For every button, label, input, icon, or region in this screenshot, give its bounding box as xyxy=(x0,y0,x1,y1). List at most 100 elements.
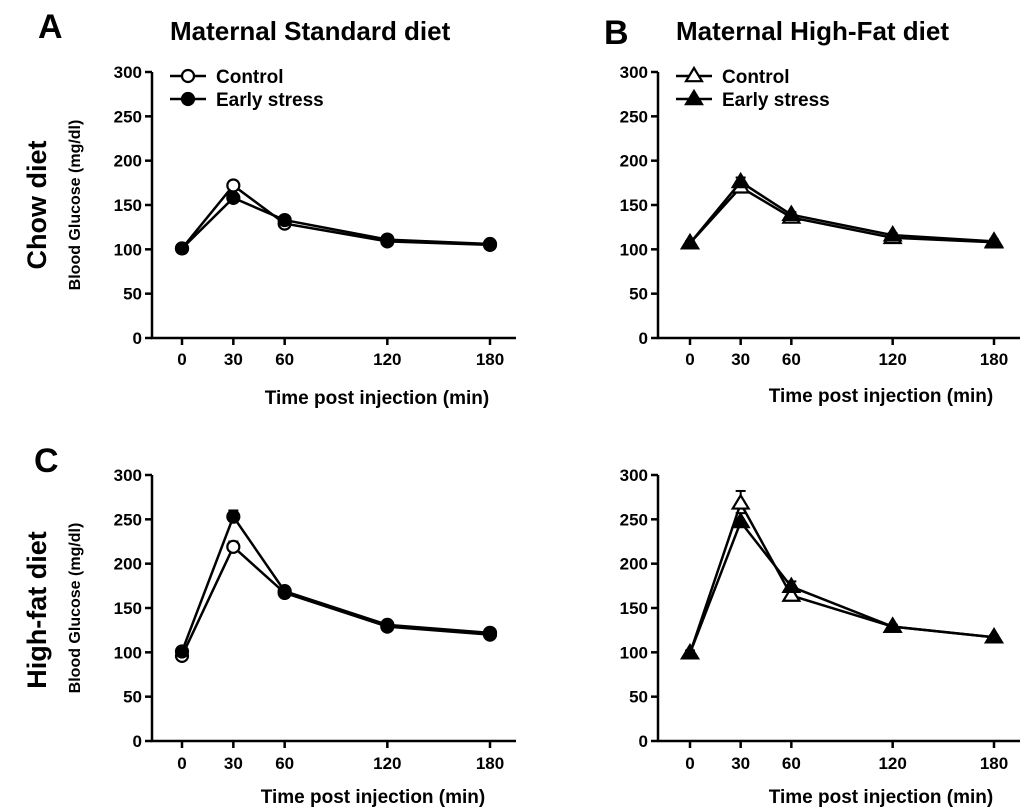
y-tick-label: 0 xyxy=(133,732,142,751)
panel-letter-c: C xyxy=(34,442,59,480)
data-point xyxy=(174,644,190,659)
x-tick-label: 60 xyxy=(275,350,294,369)
panel-letter-a: A xyxy=(38,8,63,46)
x-tick-label: 0 xyxy=(685,350,694,369)
data-point xyxy=(226,190,241,206)
series-early-stress xyxy=(680,511,1004,660)
data-point xyxy=(781,585,802,602)
x-tick-label: 120 xyxy=(373,350,401,369)
y-tick-label: 150 xyxy=(114,196,142,215)
x-tick-label: 60 xyxy=(782,754,801,773)
x-tick-label: 60 xyxy=(275,754,294,773)
y-tick-label: 50 xyxy=(123,688,142,707)
y-tick-label: 300 xyxy=(114,63,142,82)
data-point xyxy=(174,241,190,256)
series-line xyxy=(688,519,995,654)
y-axis-label: Blood Glucose (mg/dl) xyxy=(67,120,84,291)
panel-c: 0 50 100 150 200 250 300 0 30 60 120 180 Time post i… xyxy=(67,466,516,808)
y-tick-label: 250 xyxy=(114,510,142,529)
panel-d: 0 50 100 150 200 250 300 0 30 60 120 180 Time post i… xyxy=(620,466,1020,808)
x-tick-label: 0 xyxy=(177,350,186,369)
data-point xyxy=(277,584,292,599)
series-line xyxy=(180,544,491,657)
data-point xyxy=(984,627,1004,644)
x-tick-label: 120 xyxy=(373,754,401,773)
y-tick-label: 300 xyxy=(620,63,648,82)
x-tick-label: 30 xyxy=(224,350,243,369)
y-tick-label: 100 xyxy=(114,643,142,662)
legend-label: Early stress xyxy=(722,90,830,111)
y-tick-label: 100 xyxy=(114,240,142,259)
y-tick-label: 250 xyxy=(620,510,648,529)
data-point xyxy=(226,539,241,554)
data-point xyxy=(277,212,292,228)
y-tick-label: 200 xyxy=(620,152,648,171)
panel-b: 0 50 100 150 200 250 300 0 30 60 120 180 Time post i… xyxy=(620,63,1020,407)
legend-label: Control xyxy=(722,67,790,88)
data-point xyxy=(730,493,751,510)
legend-marker xyxy=(684,88,704,106)
column-title-right: Maternal High-Fat diet xyxy=(676,16,949,46)
series-line xyxy=(181,196,491,250)
x-tick-label: 30 xyxy=(731,754,750,773)
y-tick-label: 100 xyxy=(620,643,648,662)
legend-marker xyxy=(180,68,196,84)
series-early-stress xyxy=(174,509,498,659)
x-axis-label: Time post injection (min) xyxy=(769,787,994,808)
y-tick-label: 0 xyxy=(133,329,142,348)
x-tick-label: 60 xyxy=(782,350,801,369)
y-tick-label: 200 xyxy=(114,555,142,574)
y-tick-label: 50 xyxy=(123,285,142,304)
x-tick-label: 180 xyxy=(476,350,504,369)
x-tick-label: 180 xyxy=(476,754,504,773)
y-tick-label: 200 xyxy=(114,152,142,171)
data-point xyxy=(226,509,241,524)
data-point xyxy=(882,225,903,242)
y-tick-label: 150 xyxy=(114,599,142,618)
data-point xyxy=(482,625,498,640)
data-point xyxy=(680,233,700,250)
y-tick-label: 50 xyxy=(629,285,648,304)
y-tick-label: 150 xyxy=(620,196,648,215)
x-tick-label: 30 xyxy=(224,754,243,773)
data-point xyxy=(380,232,395,247)
data-point xyxy=(380,617,395,632)
series-control xyxy=(174,539,498,663)
y-tick-label: 250 xyxy=(114,107,142,126)
y-tick-label: 0 xyxy=(639,329,648,348)
data-point xyxy=(226,178,241,193)
series-early-stress xyxy=(174,190,498,256)
row-label-chow: Chow diet xyxy=(22,141,52,270)
data-point xyxy=(882,616,903,633)
panel-letter-b: B xyxy=(604,14,629,52)
legend-marker xyxy=(180,91,196,107)
y-tick-label: 250 xyxy=(620,107,648,126)
x-tick-label: 120 xyxy=(878,350,906,369)
column-title-left: Maternal Standard diet xyxy=(170,16,451,46)
y-axis-label: Blood Glucose (mg/dl) xyxy=(67,523,84,694)
y-tick-label: 300 xyxy=(114,466,142,485)
x-tick-label: 180 xyxy=(980,754,1008,773)
y-tick-label: 150 xyxy=(620,599,648,618)
legend-label: Control xyxy=(216,67,284,88)
panel-a: 0 50 100 150 200 250 300 0 30 60 120 180 Time post i… xyxy=(67,63,516,409)
x-tick-label: 0 xyxy=(177,754,186,773)
data-point xyxy=(781,204,802,222)
series-line xyxy=(689,185,995,244)
data-point xyxy=(730,171,751,189)
x-axis-label: Time post injection (min) xyxy=(261,787,486,808)
y-tick-label: 0 xyxy=(639,732,648,751)
data-point xyxy=(984,231,1004,248)
data-point xyxy=(680,643,700,660)
y-tick-label: 300 xyxy=(620,466,648,485)
y-tick-label: 50 xyxy=(629,688,648,707)
x-tick-label: 30 xyxy=(731,350,750,369)
x-axis-label: Time post injection (min) xyxy=(769,386,994,407)
x-tick-label: 180 xyxy=(980,350,1008,369)
x-axis-label: Time post injection (min) xyxy=(265,388,490,409)
data-point xyxy=(730,511,751,529)
